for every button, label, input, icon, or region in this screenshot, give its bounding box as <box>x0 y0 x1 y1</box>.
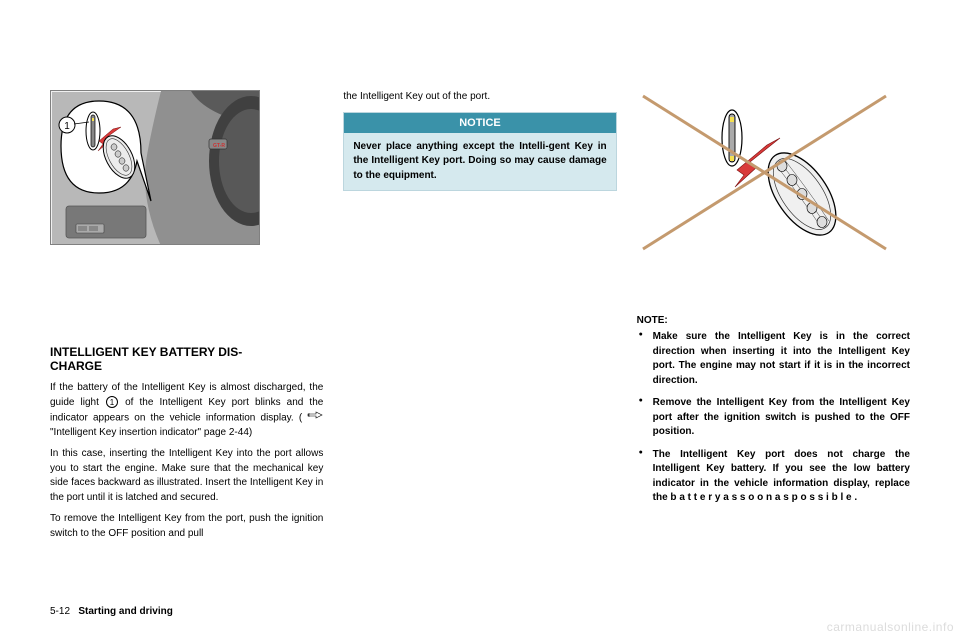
paragraph-3: To remove the Intelligent Key from the p… <box>50 512 323 541</box>
paragraph-2: In this case, inserting the Intelligent … <box>50 447 323 505</box>
col2-top-line: the Intelligent Key out of the port. <box>343 90 616 105</box>
notice-body: Never place anything except the Intelli-… <box>344 133 615 191</box>
note-item-3: The Intelligent Key port does not charge… <box>637 448 910 506</box>
svg-text:GT-R: GT-R <box>213 143 225 149</box>
guide-light-marker: 1 <box>106 396 118 408</box>
p1-text-c: "Intelligent Key insertion indicator" pa… <box>50 427 252 438</box>
notice-header: NOTICE <box>344 113 615 133</box>
paragraph-1: If the battery of the Intelligent Key is… <box>50 381 323 440</box>
column-3: NOTE: Make sure the Intelligent Key is i… <box>637 90 910 548</box>
column-1: GT-R <box>50 90 323 548</box>
note-item-2: Remove the Intelligent Key from the Inte… <box>637 396 910 440</box>
page-footer: 5-12 Starting and driving <box>50 606 173 617</box>
note-list: Make sure the Intelligent Key is in the … <box>637 330 910 506</box>
note-item-1: Make sure the Intelligent Key is in the … <box>637 330 910 388</box>
column-2: the Intelligent Key out of the port. NOT… <box>343 90 616 548</box>
section-heading: INTELLIGENT KEY BATTERY DIS- CHARGE <box>50 345 323 373</box>
callout-1-text: 1 <box>64 121 70 132</box>
notice-box: NOTICE Never place anything except the I… <box>343 112 616 192</box>
watermark-text: carmanualsonline.info <box>827 620 954 634</box>
note-label: NOTE: <box>637 315 910 326</box>
figure-incorrect-insertion <box>637 90 892 255</box>
page-number: 5-12 <box>50 606 70 617</box>
section-title: Starting and driving <box>78 606 172 617</box>
figure-key-insertion: GT-R <box>50 90 260 245</box>
page-columns: GT-R <box>50 90 910 548</box>
pointing-hand-icon <box>307 410 323 426</box>
